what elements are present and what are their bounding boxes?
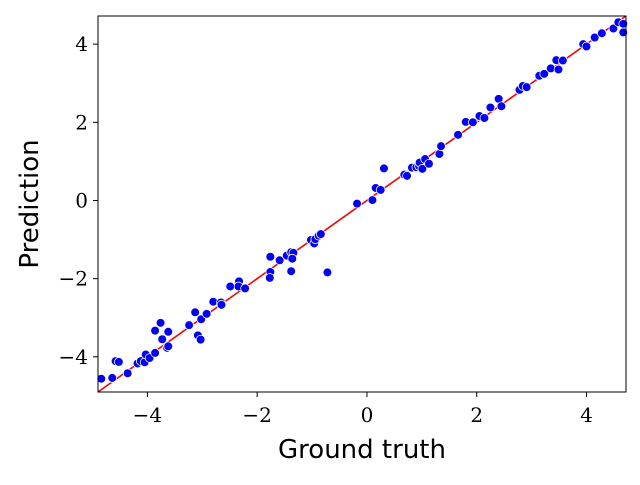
data-point — [163, 341, 174, 352]
data-point — [163, 327, 174, 337]
data-point — [434, 149, 445, 159]
y-axis-title: Prediction — [15, 139, 45, 268]
y-tick-label: 2 — [75, 110, 88, 134]
y-tick-label: −4 — [59, 345, 88, 369]
data-point — [201, 309, 212, 319]
x-tick-label: 4 — [580, 403, 593, 427]
data-point — [521, 82, 532, 92]
plot-frame — [97, 15, 627, 393]
data-point — [485, 102, 496, 113]
data-point — [264, 273, 275, 283]
x-tick-label: −4 — [133, 403, 162, 427]
x-tick-label: 2 — [470, 403, 483, 427]
data-point — [352, 198, 362, 209]
data-point — [216, 300, 227, 310]
data-point — [479, 113, 490, 123]
data-point — [597, 28, 607, 38]
data-point — [195, 334, 206, 345]
data-point — [316, 229, 326, 239]
data-point — [553, 64, 564, 75]
data-point — [424, 158, 434, 169]
data-point — [122, 368, 133, 379]
data-point — [96, 373, 107, 384]
data-point — [468, 117, 478, 128]
data-point — [589, 32, 600, 43]
y-axis-ticks: −4 −2 0 2 4 — [59, 32, 98, 369]
data-point — [539, 69, 550, 79]
data-point — [114, 357, 124, 367]
points-layer — [96, 17, 629, 384]
data-point — [274, 255, 285, 266]
data-point — [240, 283, 250, 294]
data-point — [453, 130, 463, 140]
data-point — [436, 141, 446, 151]
data-point — [379, 163, 389, 174]
data-point — [107, 373, 118, 383]
data-point — [581, 41, 592, 52]
y-tick-label: −2 — [59, 267, 88, 291]
data-point — [558, 55, 568, 66]
data-point — [190, 307, 200, 318]
data-point — [367, 195, 378, 205]
data-point — [225, 281, 236, 292]
data-point — [265, 251, 276, 262]
data-point — [417, 164, 428, 174]
data-point — [150, 348, 160, 358]
data-point — [286, 266, 296, 277]
y-tick-label: 4 — [75, 32, 88, 56]
data-point — [608, 23, 619, 34]
data-point — [496, 101, 507, 112]
data-point — [287, 253, 298, 264]
data-point — [157, 334, 168, 345]
y-tick-label: 0 — [75, 188, 88, 212]
data-point — [184, 320, 194, 330]
data-point — [150, 325, 160, 336]
x-tick-label: −2 — [242, 403, 271, 427]
x-tick-label: 0 — [361, 403, 374, 427]
x-axis-title: Ground truth — [278, 435, 446, 465]
data-point — [155, 318, 166, 328]
x-axis-ticks: −4 −2 0 2 4 — [133, 392, 593, 427]
data-point — [402, 171, 412, 181]
data-point — [618, 27, 629, 38]
data-point — [375, 185, 386, 195]
data-point — [322, 267, 333, 278]
